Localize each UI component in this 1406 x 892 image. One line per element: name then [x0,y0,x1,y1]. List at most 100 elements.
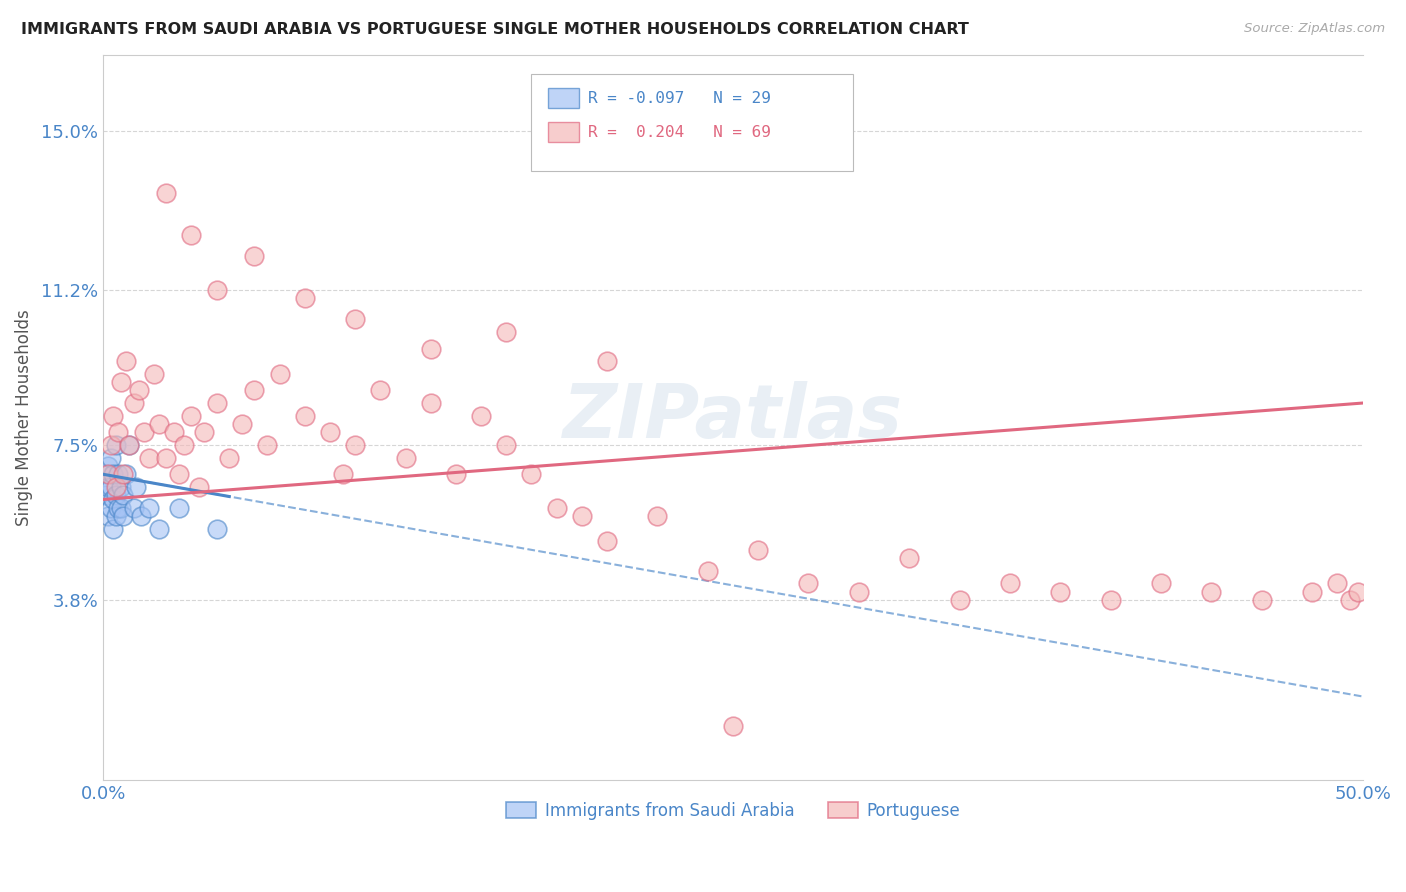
Point [1250,593,1272,607]
Point [419,396,441,410]
Point [571,509,593,524]
Point [294,409,316,423]
Point [495,325,517,339]
Point [520,467,543,482]
Point [94,467,117,482]
Point [344,312,367,326]
Point [110,500,132,515]
Point [797,576,820,591]
Point [103,492,125,507]
Point [138,450,160,465]
Point [103,522,125,536]
Point [100,480,122,494]
Text: R =  0.204   N = 69: R = 0.204 N = 69 [588,125,770,139]
Point [193,425,215,440]
Point [1099,593,1122,607]
Point [998,576,1021,591]
Point [125,480,148,494]
Point [110,375,132,389]
Point [129,509,152,524]
Point [205,396,228,410]
Point [173,438,195,452]
Point [949,593,972,607]
Point [898,551,921,566]
Point [117,438,139,452]
Point [180,409,202,423]
Point [155,186,177,201]
Point [122,396,145,410]
Text: Source: ZipAtlas.com: Source: ZipAtlas.com [1244,22,1385,36]
Point [110,480,132,494]
Point [107,467,129,482]
Point [100,500,122,515]
Point [104,509,127,524]
Point [103,409,125,423]
Point [104,480,127,494]
Point [128,384,150,398]
Point [444,467,467,482]
Point [269,367,291,381]
Point [180,228,202,243]
Text: R = -0.097   N = 29: R = -0.097 N = 29 [588,91,770,105]
Point [107,425,129,440]
Point [1201,584,1223,599]
Point [148,522,170,536]
Point [148,417,170,431]
Point [100,438,122,452]
Point [188,480,211,494]
Point [1326,576,1348,591]
Point [218,450,240,465]
Point [112,467,135,482]
Point [104,488,127,502]
Point [132,425,155,440]
Point [167,500,190,515]
Point [94,488,117,502]
Point [104,438,127,452]
Point [256,438,278,452]
Point [107,500,129,515]
Point [205,283,228,297]
Point [100,450,122,465]
Point [370,384,392,398]
Point [97,480,120,494]
Point [696,564,718,578]
Point [117,438,139,452]
Point [163,425,186,440]
Point [97,509,120,524]
Point [596,534,619,549]
Point [419,342,441,356]
Point [138,500,160,515]
Point [495,438,517,452]
Point [231,417,253,431]
Point [205,522,228,536]
Point [294,291,316,305]
Point [747,542,769,557]
Point [112,488,135,502]
Point [243,384,266,398]
Point [546,500,568,515]
Point [97,467,120,482]
Point [1301,584,1323,599]
Point [1049,584,1071,599]
Text: IMMIGRANTS FROM SAUDI ARABIA VS PORTUGUESE SINGLE MOTHER HOUSEHOLDS CORRELATION : IMMIGRANTS FROM SAUDI ARABIA VS PORTUGUE… [21,22,969,37]
Point [332,467,354,482]
Point [470,409,492,423]
Point [155,450,177,465]
Point [112,509,135,524]
Point [596,354,619,368]
Y-axis label: Single Mother Households: Single Mother Households [15,310,32,526]
Point [721,719,744,733]
Point [103,467,125,482]
Point [122,500,145,515]
Point [97,458,120,473]
Point [1347,584,1369,599]
Point [167,467,190,482]
Text: ZIPatlas: ZIPatlas [562,381,903,454]
Point [319,425,342,440]
Point [243,249,266,263]
Legend: Immigrants from Saudi Arabia, Portuguese: Immigrants from Saudi Arabia, Portuguese [499,795,966,826]
Point [344,438,367,452]
Point [115,467,138,482]
Point [394,450,416,465]
Point [647,509,669,524]
